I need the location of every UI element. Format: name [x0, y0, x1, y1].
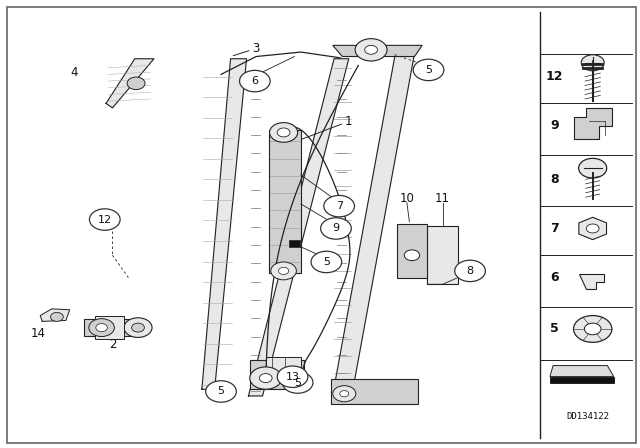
Text: 12: 12 — [98, 215, 112, 224]
Text: 5: 5 — [294, 378, 301, 388]
Circle shape — [404, 250, 420, 261]
Polygon shape — [573, 108, 612, 139]
Text: 7: 7 — [550, 222, 559, 235]
Circle shape — [282, 372, 313, 393]
Text: 11: 11 — [435, 192, 450, 205]
Text: 5: 5 — [323, 257, 330, 267]
Bar — [84, 319, 138, 336]
Polygon shape — [202, 59, 246, 389]
Circle shape — [581, 55, 604, 71]
Circle shape — [96, 323, 108, 332]
Text: 9: 9 — [550, 119, 559, 132]
Text: 3: 3 — [252, 42, 260, 55]
Circle shape — [127, 77, 145, 90]
Polygon shape — [106, 59, 154, 108]
Bar — [397, 224, 428, 278]
Text: 5: 5 — [218, 387, 225, 396]
Polygon shape — [579, 217, 607, 240]
Circle shape — [205, 381, 236, 402]
Circle shape — [413, 59, 444, 81]
Bar — [289, 240, 300, 247]
Circle shape — [355, 39, 387, 61]
Circle shape — [89, 319, 115, 336]
Text: 8: 8 — [550, 173, 559, 186]
Polygon shape — [333, 45, 422, 56]
Circle shape — [365, 45, 378, 54]
Bar — [266, 357, 301, 371]
Circle shape — [321, 218, 351, 239]
Text: 2: 2 — [109, 338, 116, 351]
Text: 5: 5 — [425, 65, 432, 75]
Text: 10: 10 — [399, 192, 414, 205]
Circle shape — [584, 323, 601, 335]
Text: 4: 4 — [70, 66, 78, 79]
Circle shape — [579, 158, 607, 178]
Circle shape — [239, 70, 270, 92]
Circle shape — [277, 366, 308, 388]
Circle shape — [455, 260, 485, 282]
Circle shape — [250, 367, 282, 389]
Bar — [250, 360, 304, 389]
Bar — [550, 377, 614, 383]
Circle shape — [311, 251, 342, 273]
Polygon shape — [248, 59, 349, 396]
Circle shape — [277, 128, 290, 137]
Text: 12: 12 — [546, 70, 563, 83]
Circle shape — [586, 224, 599, 233]
Bar — [428, 226, 458, 284]
Text: 7: 7 — [335, 201, 343, 211]
Circle shape — [132, 323, 145, 332]
Circle shape — [259, 374, 272, 383]
Polygon shape — [550, 366, 614, 377]
Text: 9: 9 — [332, 224, 340, 233]
Polygon shape — [579, 274, 604, 289]
Text: 6: 6 — [550, 271, 559, 284]
Bar — [269, 130, 301, 273]
Bar — [332, 379, 418, 404]
Circle shape — [573, 315, 612, 342]
Circle shape — [124, 318, 152, 337]
Circle shape — [51, 312, 63, 321]
Circle shape — [271, 262, 296, 280]
Text: DD134122: DD134122 — [566, 412, 610, 421]
Text: 8: 8 — [467, 266, 474, 276]
Text: 13: 13 — [285, 372, 300, 382]
Text: 14: 14 — [30, 327, 45, 340]
Text: 6: 6 — [252, 76, 259, 86]
Polygon shape — [333, 53, 415, 395]
Circle shape — [324, 195, 355, 217]
Circle shape — [90, 209, 120, 230]
Text: 1: 1 — [345, 115, 353, 128]
Circle shape — [340, 391, 349, 397]
Circle shape — [278, 267, 289, 275]
Bar — [95, 315, 124, 339]
Circle shape — [269, 123, 298, 142]
Circle shape — [333, 386, 356, 402]
Polygon shape — [40, 309, 70, 321]
Text: 5: 5 — [550, 323, 559, 336]
